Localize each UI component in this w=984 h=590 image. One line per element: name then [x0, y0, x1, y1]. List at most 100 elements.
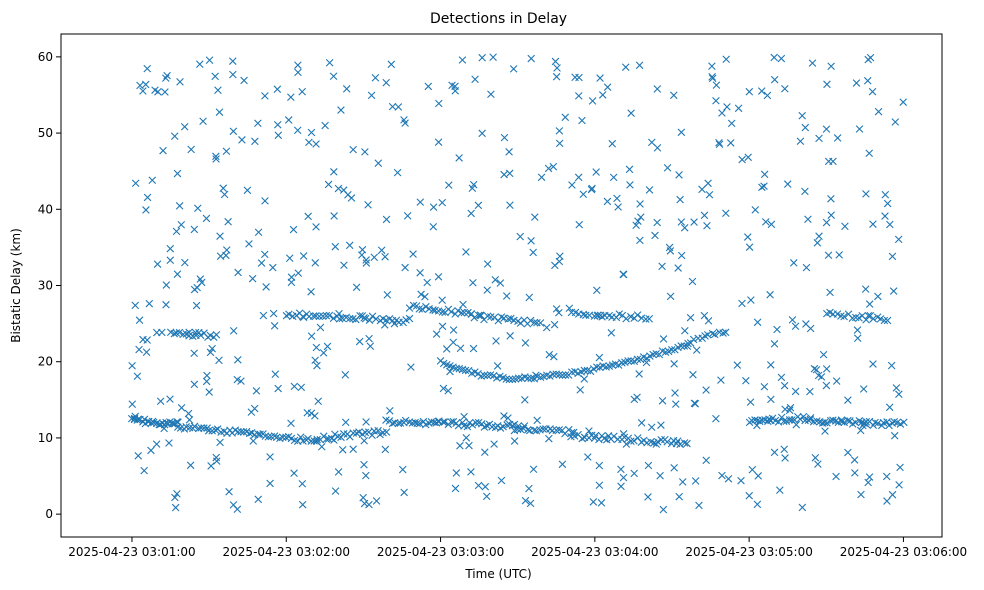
detection-point [335, 309, 343, 318]
detection-point [190, 380, 199, 389]
detection-point [844, 448, 852, 457]
detection-point [147, 446, 155, 455]
detection-point [863, 76, 872, 85]
detection-point [806, 387, 814, 396]
detection-point [191, 328, 200, 337]
detection-point [617, 482, 625, 491]
detection-point [205, 56, 214, 64]
detection-point [820, 418, 829, 427]
detection-point [578, 116, 586, 125]
detection-point [435, 99, 443, 108]
detection-point [595, 353, 604, 362]
detection-point [642, 315, 650, 323]
detection-point [403, 212, 412, 220]
detection-point [760, 382, 769, 391]
detection-point [571, 73, 579, 82]
detection-point [533, 318, 541, 327]
detection-point [172, 329, 181, 337]
detection-point [411, 418, 419, 427]
detection-point [180, 122, 189, 131]
detection-point [355, 337, 364, 346]
detection-point [359, 493, 367, 502]
detection-point [833, 310, 842, 318]
detection-point [131, 412, 140, 421]
detection-point [852, 79, 861, 87]
detection-point [681, 326, 689, 335]
detection-point [483, 371, 492, 380]
detection-point [627, 357, 635, 365]
detection-point [365, 334, 373, 343]
detection-point [851, 469, 859, 477]
detection-point [290, 382, 299, 391]
detection-point [490, 440, 498, 448]
detection-point [770, 448, 779, 457]
detection-point [622, 314, 630, 323]
detection-point [663, 164, 672, 172]
detection-point [551, 57, 560, 66]
detection-point [777, 373, 786, 382]
detection-point [585, 427, 593, 435]
detection-point [670, 91, 678, 100]
y-axis: 0 10 20 30 40 50 60 [38, 50, 61, 521]
detection-point [162, 300, 170, 309]
detection-point [153, 260, 162, 268]
detection-point [321, 121, 329, 130]
detection-point [633, 311, 642, 319]
detection-point [294, 269, 303, 277]
detection-point [862, 420, 871, 429]
detection-point [555, 425, 564, 434]
detection-point [141, 80, 150, 89]
detection-point [491, 275, 500, 284]
detection-point [184, 409, 193, 418]
x-tick-label: 2025-04-23 03:02:00 [223, 545, 350, 559]
detection-point [635, 370, 643, 378]
detection-point [181, 258, 189, 267]
detection-point [462, 248, 470, 256]
detection-point [678, 478, 687, 486]
detection-point [497, 476, 506, 485]
detection-point [881, 212, 889, 220]
detection-point [580, 366, 589, 375]
detection-point [506, 332, 514, 340]
detection-point [575, 220, 584, 229]
detection-point [862, 190, 870, 198]
detection-point [505, 375, 514, 384]
detection-point [212, 152, 220, 161]
detection-point [520, 422, 529, 430]
detection-point [401, 119, 409, 127]
detection-point [837, 416, 846, 424]
detection-point [814, 371, 823, 380]
detection-point [234, 268, 242, 277]
detection-point [334, 184, 343, 193]
detection-point [658, 397, 667, 405]
detection-point [197, 424, 205, 432]
detection-point [579, 190, 588, 199]
detection-point [212, 330, 221, 339]
detection-point [394, 103, 403, 111]
detection-point [429, 222, 438, 231]
detection-point [459, 300, 467, 309]
detection-point [134, 451, 143, 460]
detection-point [177, 403, 186, 412]
detection-point [215, 356, 223, 365]
detection-point [840, 312, 848, 321]
detection-point [887, 361, 896, 370]
detection-point [721, 328, 730, 337]
detection-point [483, 260, 492, 268]
detection-point [442, 345, 451, 353]
detection-point [529, 248, 537, 257]
detection-point [832, 377, 841, 385]
detection-point [579, 310, 588, 319]
detection-point [742, 376, 750, 385]
detection-point [374, 159, 383, 167]
detection-point [533, 416, 541, 425]
detection-point [799, 412, 808, 421]
detection-point [568, 368, 576, 376]
detection-point [500, 170, 508, 179]
detection-point [237, 427, 245, 436]
detection-point [434, 272, 443, 281]
detection-point [770, 340, 779, 348]
detection-point [865, 300, 874, 308]
detection-point [240, 76, 248, 85]
detection-point [708, 62, 716, 70]
